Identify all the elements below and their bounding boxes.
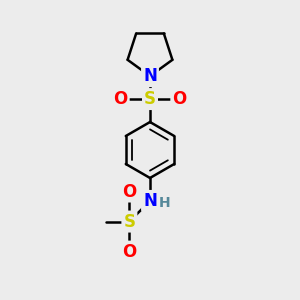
Text: O: O (113, 90, 128, 108)
Text: N: N (143, 67, 157, 85)
Text: O: O (172, 90, 187, 108)
Text: H: H (159, 196, 170, 210)
Text: O: O (122, 182, 136, 200)
Text: S: S (123, 212, 135, 230)
Text: S: S (144, 90, 156, 108)
Text: O: O (122, 243, 136, 261)
Text: N: N (143, 192, 157, 210)
